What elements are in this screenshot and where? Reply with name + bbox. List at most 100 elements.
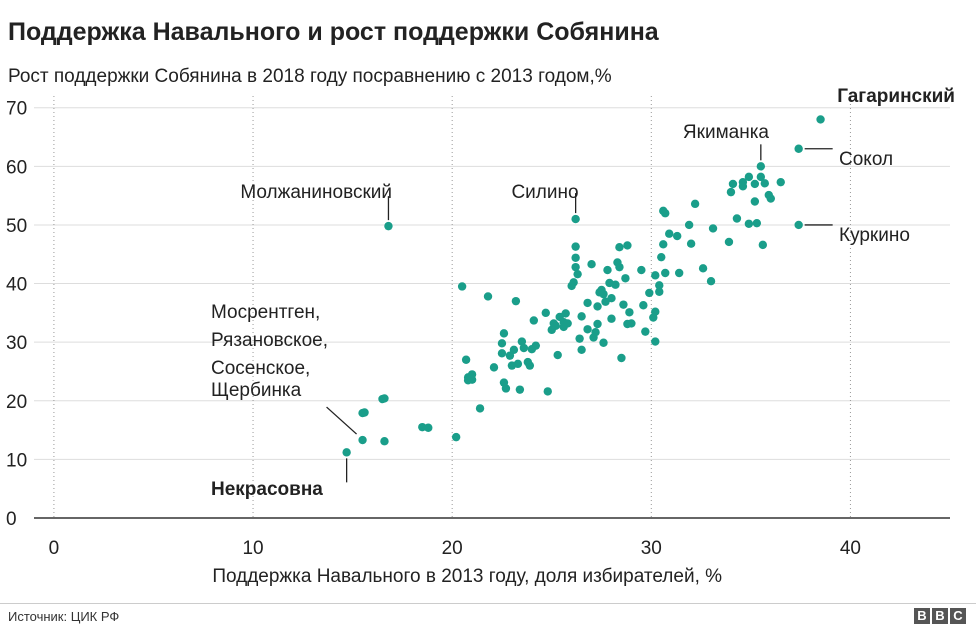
data-point [615, 262, 624, 272]
annotation-label: Гагаринский [837, 86, 955, 107]
data-point [593, 319, 602, 329]
x-tick-label: 10 [242, 538, 263, 559]
logo-letter: B [914, 608, 930, 624]
data-point [724, 237, 734, 247]
y-tick-label: 70 [6, 99, 27, 120]
data-point [752, 218, 762, 228]
data-point [738, 182, 748, 191]
data-point [509, 345, 519, 354]
data-point [744, 172, 754, 182]
data-point [489, 363, 499, 372]
data-point [708, 224, 718, 233]
data-point [706, 277, 716, 286]
data-point [571, 214, 580, 224]
data-point [639, 301, 648, 310]
annotation-labels: Гагаринский Якиманка Сокол Куркино Молжанино… [211, 86, 955, 500]
data-point [655, 287, 664, 296]
x-axis-title: Поддержка Навального в 2013 году, доля и… [212, 566, 722, 587]
data-point [617, 353, 626, 363]
data-point [732, 214, 742, 223]
data-point [686, 239, 696, 248]
data-point [497, 349, 507, 358]
data-point [766, 194, 775, 203]
data-point [657, 252, 666, 262]
footer-divider [0, 603, 976, 604]
data-point [505, 351, 515, 360]
data-point [424, 423, 433, 432]
data-point [575, 334, 584, 343]
annotation-label: Куркино [839, 225, 910, 246]
y-tick-label: 60 [6, 157, 27, 178]
y-tick-label: 0 [6, 509, 17, 530]
annotation-label: Некрасовна [211, 479, 323, 500]
data-point [499, 329, 509, 338]
bbc-logo: B B C [914, 608, 966, 624]
logo-letter: B [932, 608, 948, 624]
data-point [571, 253, 580, 262]
data-point [603, 265, 612, 275]
axis-ticks: 0 10 20 30 40 50 60 70 0 10 20 30 40 [6, 99, 861, 559]
annotation-label: Сосенское, [211, 358, 310, 379]
data-point [593, 302, 602, 311]
data-point [587, 260, 596, 269]
data-points [342, 115, 825, 457]
data-point [621, 274, 630, 283]
data-point [661, 268, 670, 278]
data-point [499, 378, 509, 387]
data-point [661, 209, 670, 218]
data-point [543, 387, 552, 396]
x-tick-label: 40 [840, 538, 861, 559]
data-point [674, 268, 684, 278]
data-point [577, 345, 586, 354]
data-point [637, 265, 646, 275]
y-axis-title: Рост поддержки Собянина в 2018 году поср… [8, 66, 612, 87]
data-point [342, 448, 351, 457]
data-point [760, 179, 770, 188]
data-point [380, 394, 389, 403]
data-point [619, 300, 628, 309]
data-point [541, 308, 550, 318]
data-point [794, 144, 803, 153]
data-point [728, 179, 738, 189]
data-point [750, 179, 760, 189]
data-point [672, 231, 682, 241]
data-point [684, 220, 694, 230]
data-point [531, 341, 541, 350]
data-point [553, 350, 562, 360]
data-point [483, 292, 493, 301]
data-point [651, 271, 660, 280]
data-point [591, 328, 600, 337]
data-point [358, 435, 367, 445]
data-point [615, 243, 624, 252]
data-point [475, 404, 485, 413]
data-point [816, 115, 825, 124]
data-point [756, 172, 766, 182]
data-point [384, 221, 393, 231]
data-point [569, 278, 578, 287]
data-point [511, 296, 521, 306]
data-point [573, 269, 582, 279]
data-point [611, 280, 620, 289]
scatter-chart: 0 10 20 30 40 50 60 70 0 10 20 30 40 Гагаринский Яким… [6, 86, 955, 587]
data-point [513, 359, 523, 369]
data-point [758, 240, 768, 250]
data-point [599, 338, 608, 347]
logo-letter: C [950, 608, 966, 624]
data-point [690, 199, 700, 209]
data-point [571, 262, 580, 272]
x-tick-label: 0 [49, 538, 60, 559]
annotation-label: Мосрентген, [211, 302, 320, 323]
data-point [583, 325, 592, 334]
annotation-label: Якиманка [683, 122, 769, 143]
data-point [561, 309, 570, 318]
y-tick-label: 10 [6, 450, 27, 471]
source-note: Источник: ЦИК РФ [8, 609, 120, 624]
chart-title: Поддержка Навального и рост поддержки Со… [8, 18, 659, 46]
annotation-leaders [326, 144, 833, 483]
annotation-label: Щербинка [211, 380, 302, 401]
annotation-leader [326, 406, 358, 435]
x-tick-label: 30 [641, 538, 662, 559]
data-point [645, 288, 654, 298]
data-point [497, 339, 507, 348]
data-point [651, 307, 660, 316]
